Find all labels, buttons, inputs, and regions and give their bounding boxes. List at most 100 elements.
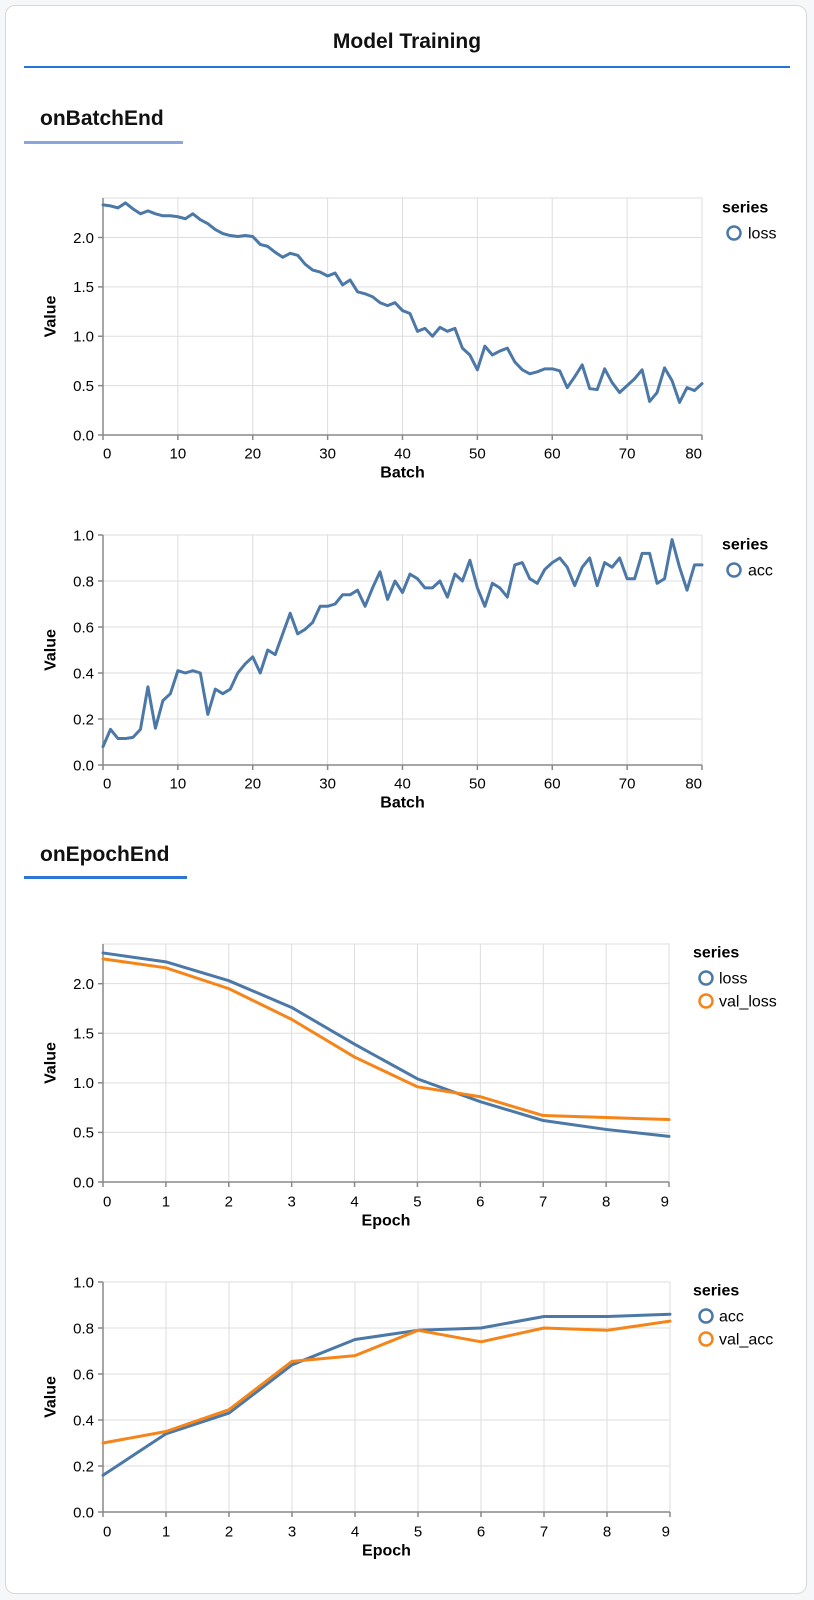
- chart-onBatchEnd-acc: 0 10 20 30 40 50 60 70 80 0.0 0.2 0.4 0.6 0.8 1.0 Batch…: [43, 527, 773, 811]
- x-tick-label: 50: [469, 775, 486, 792]
- x-tick-label: 7: [539, 1193, 547, 1210]
- x-tick-label: 60: [544, 445, 561, 462]
- legend-label-val_acc: val_acc: [719, 1332, 773, 1349]
- x-tick-label: 10: [170, 445, 187, 462]
- legend-symbol-val_acc: [698, 1331, 714, 1347]
- x-tick-label: 80: [685, 775, 702, 792]
- x-tick-label: 9: [661, 1193, 669, 1210]
- x-tick-label: 3: [288, 1523, 296, 1540]
- legend-label-val_loss: val_loss: [719, 994, 777, 1011]
- section-heading-onbatchend: onBatchEnd: [40, 107, 164, 130]
- legend-symbol-loss: [698, 970, 714, 986]
- series-line-val_loss: [101, 957, 671, 1122]
- y-tick-label: 1.0: [73, 1274, 94, 1291]
- y-tick-label: 1.0: [73, 1075, 94, 1092]
- x-tick-label: 20: [244, 445, 261, 462]
- legend-label-acc: acc: [719, 1309, 744, 1326]
- x-tick-label: 4: [351, 1523, 359, 1540]
- x-tick-label: 6: [476, 1193, 484, 1210]
- y-tick-label: 0.6: [73, 1366, 94, 1383]
- series-line-val_acc: [101, 1319, 672, 1445]
- series-line-loss: [101, 201, 704, 404]
- y-tick-label: 1.5: [73, 1026, 94, 1043]
- x-tick-label: 6: [477, 1523, 485, 1540]
- y-tick-label: 0.4: [73, 665, 94, 682]
- y-axis-title: Value: [43, 1042, 60, 1084]
- x-tick-label: 8: [603, 1523, 611, 1540]
- series-line-loss: [101, 951, 671, 1138]
- y-tick-label: 0.8: [73, 1320, 94, 1337]
- legend-symbol-acc: [698, 1308, 714, 1324]
- title-divider: [24, 66, 790, 68]
- y-tick-label: 2.0: [73, 976, 94, 993]
- x-tick-label: 60: [544, 775, 561, 792]
- chart-onBatchEnd-loss: 0 10 20 30 40 50 60 70 80 0.0 0.5 1.0 1.5 2.0 Batch Val…: [43, 197, 776, 482]
- legend-symbol-acc: [726, 562, 742, 578]
- x-tick-label: 10: [170, 775, 187, 792]
- x-tick-label: 5: [413, 1193, 421, 1210]
- x-tick-label: 30: [319, 445, 336, 462]
- x-tick-label: 70: [619, 445, 636, 462]
- x-tick-label: 3: [287, 1193, 295, 1210]
- x-tick-label: 30: [319, 775, 336, 792]
- x-axis-title: Batch: [380, 465, 424, 482]
- chart-onEpochEnd-acc-val_acc: 0 1 2 3 4 5 6 7 8 9 0.0 0.2 0.4 0.6 0.8 1.0 Epoch Value se…: [43, 1274, 774, 1559]
- legend-title: series: [693, 1283, 739, 1300]
- legend-label-loss: loss: [748, 226, 776, 243]
- y-tick-label: 0.0: [73, 757, 94, 774]
- x-tick-label: 2: [225, 1193, 233, 1210]
- x-axis-title: Batch: [380, 795, 424, 812]
- x-tick-label: 70: [619, 775, 636, 792]
- x-axis-title: Epoch: [362, 1213, 411, 1230]
- series-line-acc: [101, 1312, 672, 1477]
- legend-title: series: [693, 945, 739, 962]
- x-tick-label: 1: [162, 1193, 170, 1210]
- legend-symbol-loss: [726, 225, 742, 241]
- y-tick-label: 0.5: [73, 1125, 94, 1142]
- x-tick-label: 2: [225, 1523, 233, 1540]
- y-axis-title: Value: [43, 1376, 60, 1418]
- x-tick-label: 0: [103, 775, 111, 792]
- y-tick-label: 1.5: [73, 279, 94, 296]
- x-tick-label: 40: [394, 445, 411, 462]
- x-tick-label: 40: [394, 775, 411, 792]
- x-tick-label: 5: [414, 1523, 422, 1540]
- x-axis-title: Epoch: [362, 1543, 411, 1560]
- x-tick-label: 0: [103, 1523, 111, 1540]
- y-tick-label: 0.6: [73, 619, 94, 636]
- x-tick-label: 8: [602, 1193, 610, 1210]
- legend-label-loss: loss: [719, 971, 747, 988]
- y-tick-label: 2.0: [73, 230, 94, 247]
- x-tick-label: 4: [350, 1193, 358, 1210]
- x-tick-label: 0: [103, 445, 111, 462]
- x-tick-label: 20: [244, 775, 261, 792]
- series-line-acc: [101, 538, 704, 749]
- legend-label-acc: acc: [748, 563, 773, 580]
- section-divider-onepochend: [24, 876, 187, 879]
- y-tick-label: 1.0: [73, 527, 94, 544]
- y-tick-label: 0.2: [73, 711, 94, 728]
- section-heading-onepochend: onEpochEnd: [40, 843, 170, 866]
- section-divider-onbatchend: [24, 141, 183, 144]
- y-tick-label: 0.8: [73, 573, 94, 590]
- surface-card: [5, 5, 807, 1594]
- y-axis-title: Value: [43, 296, 60, 338]
- x-tick-label: 1: [162, 1523, 170, 1540]
- legend-title: series: [722, 537, 768, 554]
- y-tick-label: 0.0: [73, 427, 94, 444]
- legend-symbol-val_loss: [698, 993, 714, 1009]
- y-tick-label: 1.0: [73, 329, 94, 346]
- legend-title: series: [722, 200, 768, 217]
- x-tick-label: 0: [103, 1193, 111, 1210]
- x-tick-label: 7: [540, 1523, 548, 1540]
- y-axis-title: Value: [43, 629, 60, 671]
- y-tick-label: 0.4: [73, 1412, 94, 1429]
- x-tick-label: 50: [469, 445, 486, 462]
- y-tick-label: 0.0: [73, 1504, 94, 1521]
- y-tick-label: 0.0: [73, 1174, 94, 1191]
- y-tick-label: 0.2: [73, 1458, 94, 1475]
- x-tick-label: 9: [662, 1523, 670, 1540]
- x-tick-label: 80: [685, 445, 702, 462]
